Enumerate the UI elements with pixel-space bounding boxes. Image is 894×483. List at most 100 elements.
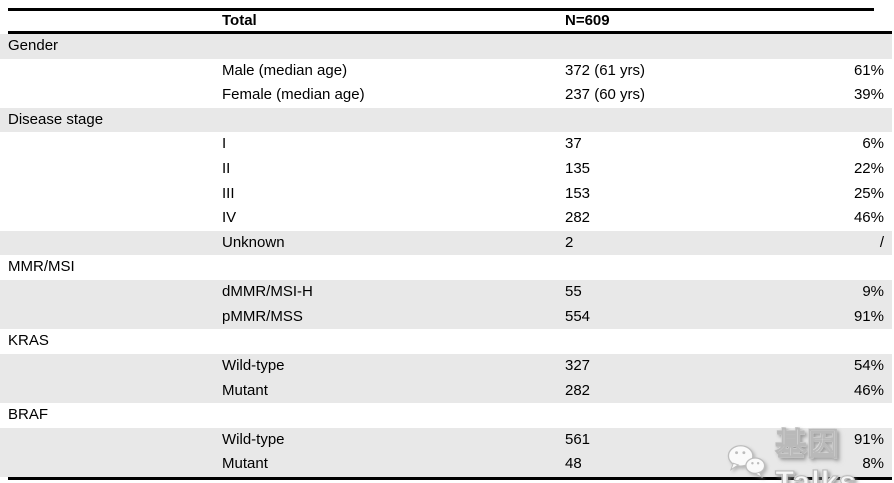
row-label-cell: IV <box>222 209 237 227</box>
row-category-cell <box>0 182 222 207</box>
row-label-cell: Mutant <box>222 455 268 473</box>
row-category-cell <box>0 231 222 256</box>
table-row: MMR/MSI <box>0 255 892 280</box>
table-row: Female (median age) 237 (60 yrs) 39% <box>0 83 892 108</box>
table-row: III 153 25% <box>0 182 892 207</box>
row-category-cell: Disease stage <box>8 110 104 128</box>
row-value-cell <box>565 403 765 428</box>
row-value-cell: 561 <box>565 430 591 448</box>
table-row: Unknown 2 / <box>0 230 892 256</box>
row-value-cell: 327 <box>565 356 591 374</box>
row-percent-cell: 9% <box>862 283 884 301</box>
row-percent-cell: 39% <box>853 86 884 104</box>
row-label-cell: Mutant <box>222 381 268 399</box>
row-value-cell <box>565 108 765 133</box>
row-percent-cell <box>765 329 892 354</box>
row-category-cell <box>0 305 222 330</box>
row-category-cell <box>0 59 222 84</box>
row-percent-cell <box>765 34 892 59</box>
row-category-cell <box>0 83 222 108</box>
row-label-cell: I <box>222 135 227 153</box>
row-percent-cell: 54% <box>853 356 884 374</box>
table-row: Wild-type 327 54% <box>0 353 892 379</box>
row-value-cell: 153 <box>565 184 591 202</box>
row-percent-cell: 25% <box>853 184 884 202</box>
row-category-cell <box>0 132 222 157</box>
row-percent-cell <box>765 255 892 280</box>
row-label-cell: Wild-type <box>222 430 285 448</box>
table-row: Wild-type 561 91% <box>0 427 892 453</box>
row-category-cell: BRAF <box>8 406 49 424</box>
row-label-cell: Unknown <box>222 233 285 251</box>
row-value-cell: 55 <box>565 283 582 301</box>
table-row: Male (median age) 372 (61 yrs) 61% <box>0 59 892 84</box>
table-row: Gender <box>0 34 892 59</box>
header-category-cell <box>0 11 222 31</box>
row-category-cell <box>0 157 222 182</box>
table-body: Gender Male (median age) 372 (61 yrs) 61… <box>0 34 894 477</box>
row-value-cell: 48 <box>565 455 582 473</box>
row-label-cell: II <box>222 160 231 178</box>
row-value-cell: 372 (61 yrs) <box>565 61 646 79</box>
row-category-cell <box>0 206 222 231</box>
row-category-cell <box>0 452 222 477</box>
row-percent-cell: 46% <box>853 209 884 227</box>
row-percent-cell: / <box>879 233 884 251</box>
row-label-cell <box>222 403 565 428</box>
row-label-cell: dMMR/MSI-H <box>222 283 313 301</box>
row-label-cell: Wild-type <box>222 356 285 374</box>
row-category-cell <box>0 354 222 379</box>
row-value-cell <box>565 329 765 354</box>
row-value-cell: 554 <box>565 307 591 325</box>
row-category-cell: KRAS <box>8 332 49 350</box>
table-header-row: Total N=609 <box>0 11 892 31</box>
row-value-cell <box>565 34 765 59</box>
row-percent-cell: 22% <box>853 160 884 178</box>
header-total-label: Total <box>222 12 257 29</box>
row-category-cell <box>0 280 222 305</box>
row-percent-cell: 61% <box>853 61 884 79</box>
row-percent-cell <box>765 403 892 428</box>
row-percent-cell <box>765 108 892 133</box>
row-percent-cell: 46% <box>853 381 884 399</box>
table-row: IV 282 46% <box>0 206 892 231</box>
row-value-cell: 135 <box>565 160 591 178</box>
row-percent-cell: 91% <box>853 430 884 448</box>
row-percent-cell: 6% <box>862 135 884 153</box>
header-n-value: N=609 <box>565 12 610 29</box>
row-value-cell: 2 <box>565 233 574 251</box>
row-label-cell: Male (median age) <box>222 61 348 79</box>
row-value-cell: 37 <box>565 135 582 153</box>
header-percent-cell <box>765 11 892 31</box>
row-percent-cell: 8% <box>862 455 884 473</box>
table-row: BRAF <box>0 403 892 428</box>
table-border-under-header <box>8 31 892 34</box>
row-value-cell: 282 <box>565 381 591 399</box>
table-row: I 37 6% <box>0 132 892 157</box>
table-row: II 135 22% <box>0 157 892 182</box>
table-row: Disease stage <box>0 107 892 133</box>
row-label-cell <box>222 255 565 280</box>
row-value-cell: 282 <box>565 209 591 227</box>
row-category-cell <box>0 428 222 453</box>
table-row: dMMR/MSI-H 55 9% <box>0 280 892 305</box>
row-label-cell <box>222 34 565 59</box>
row-value-cell <box>565 255 765 280</box>
row-category-cell: Gender <box>8 37 59 54</box>
row-category-cell <box>0 379 222 404</box>
row-label-cell <box>222 329 565 354</box>
table-row: Mutant 282 46% <box>0 378 892 404</box>
table-border-bottom <box>8 477 892 480</box>
row-label-cell: Female (median age) <box>222 86 365 104</box>
row-label-cell: III <box>222 184 235 202</box>
row-label-cell: pMMR/MSS <box>222 307 303 325</box>
row-category-cell: MMR/MSI <box>8 258 75 276</box>
row-value-cell: 237 (60 yrs) <box>565 86 646 104</box>
table-row: pMMR/MSS 554 91% <box>0 304 892 330</box>
table-border-top <box>8 8 874 11</box>
row-percent-cell: 91% <box>853 307 884 325</box>
table-row: KRAS <box>0 329 892 354</box>
row-label-cell <box>222 108 565 133</box>
table-row: Mutant 48 8% <box>0 452 892 477</box>
